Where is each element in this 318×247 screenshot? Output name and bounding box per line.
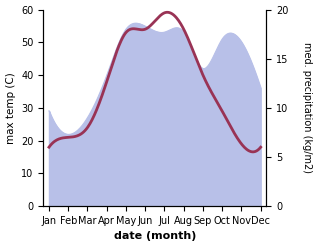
Y-axis label: med. precipitation (kg/m2): med. precipitation (kg/m2) [302, 42, 313, 173]
Y-axis label: max temp (C): max temp (C) [5, 72, 16, 144]
X-axis label: date (month): date (month) [114, 231, 196, 242]
